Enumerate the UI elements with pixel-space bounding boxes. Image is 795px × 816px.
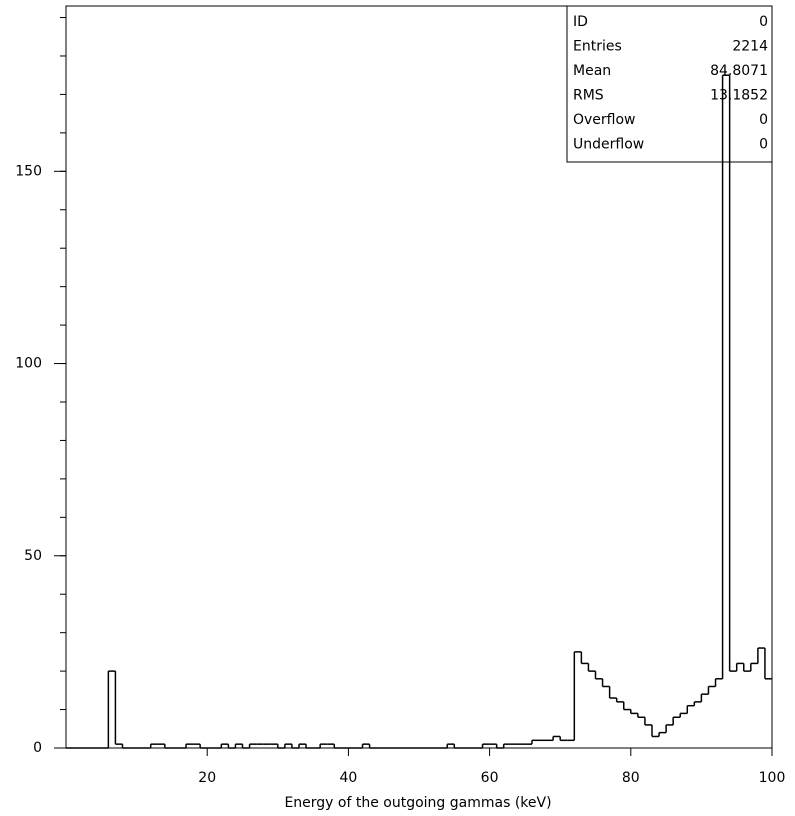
y-tick-label: 50 [24, 548, 42, 564]
y-tick-label: 150 [15, 163, 42, 179]
stats-label: ID [573, 14, 588, 30]
x-tick-label: 100 [759, 770, 786, 786]
stats-value: 0 [759, 137, 768, 153]
y-tick-label: 100 [15, 356, 42, 372]
stats-value: 2214 [732, 39, 768, 55]
stats-value: 13.1852 [710, 88, 768, 104]
stats-label: RMS [573, 88, 604, 104]
stats-label: Overflow [573, 112, 636, 128]
stats-value: 0 [759, 112, 768, 128]
stats-label: Underflow [573, 137, 644, 153]
y-tick-label: 0 [33, 740, 42, 756]
x-tick-label: 40 [339, 770, 357, 786]
x-tick-label: 80 [622, 770, 640, 786]
plot-frame [65, 5, 773, 749]
stats-box [566, 5, 773, 163]
x-tick-label: 60 [481, 770, 499, 786]
stats-label: Mean [573, 63, 611, 79]
x-tick-label: 20 [198, 770, 216, 786]
stats-label: Entries [573, 39, 622, 55]
stats-value: 0 [759, 14, 768, 30]
x-axis-label: Energy of the outgoing gammas (keV) [284, 795, 551, 811]
stats-value: 84.8071 [710, 63, 768, 79]
